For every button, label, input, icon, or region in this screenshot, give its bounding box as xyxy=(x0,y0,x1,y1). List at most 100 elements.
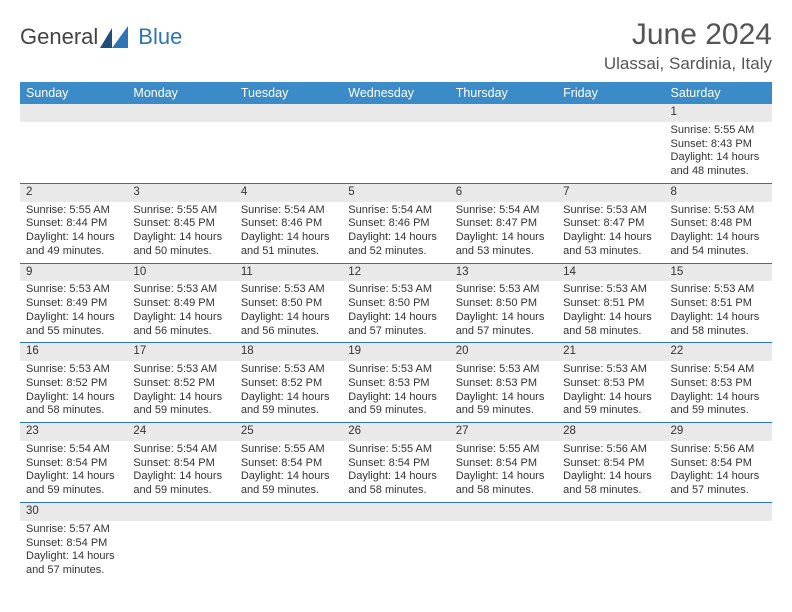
sunset-line: Sunset: 8:54 PM xyxy=(241,457,336,471)
calendar-day-cell: 16Sunrise: 5:53 AMSunset: 8:52 PMDayligh… xyxy=(20,343,127,423)
daylight-line: Daylight: 14 hours and 59 minutes. xyxy=(26,470,121,498)
calendar-day-cell: 20Sunrise: 5:53 AMSunset: 8:53 PMDayligh… xyxy=(450,343,557,423)
sunrise-line: Sunrise: 5:53 AM xyxy=(26,363,121,377)
day-details xyxy=(557,521,664,571)
calendar-day-cell: 27Sunrise: 5:55 AMSunset: 8:54 PMDayligh… xyxy=(450,423,557,503)
day-details: Sunrise: 5:54 AMSunset: 8:54 PMDaylight:… xyxy=(127,441,234,502)
sunrise-line: Sunrise: 5:53 AM xyxy=(348,363,443,377)
calendar-day-cell: 6Sunrise: 5:54 AMSunset: 8:47 PMDaylight… xyxy=(450,183,557,263)
day-number: 2 xyxy=(20,184,127,202)
day-number: 19 xyxy=(342,343,449,361)
calendar-day-cell: 7Sunrise: 5:53 AMSunset: 8:47 PMDaylight… xyxy=(557,183,664,263)
calendar-day-cell: 24Sunrise: 5:54 AMSunset: 8:54 PMDayligh… xyxy=(127,423,234,503)
calendar-table: SundayMondayTuesdayWednesdayThursdayFrid… xyxy=(20,82,772,582)
sunrise-line: Sunrise: 5:56 AM xyxy=(563,443,658,457)
day-details: Sunrise: 5:54 AMSunset: 8:53 PMDaylight:… xyxy=(665,361,772,422)
sunset-line: Sunset: 8:53 PM xyxy=(671,377,766,391)
calendar-day-cell xyxy=(235,502,342,581)
calendar-day-cell: 3Sunrise: 5:55 AMSunset: 8:45 PMDaylight… xyxy=(127,183,234,263)
calendar-day-cell: 17Sunrise: 5:53 AMSunset: 8:52 PMDayligh… xyxy=(127,343,234,423)
sunrise-line: Sunrise: 5:56 AM xyxy=(671,443,766,457)
day-details: Sunrise: 5:53 AMSunset: 8:50 PMDaylight:… xyxy=(342,281,449,342)
daylight-line: Daylight: 14 hours and 58 minutes. xyxy=(671,311,766,339)
day-details: Sunrise: 5:54 AMSunset: 8:47 PMDaylight:… xyxy=(450,202,557,263)
day-details: Sunrise: 5:53 AMSunset: 8:50 PMDaylight:… xyxy=(450,281,557,342)
daylight-line: Daylight: 14 hours and 50 minutes. xyxy=(133,231,228,259)
calendar-day-cell: 13Sunrise: 5:53 AMSunset: 8:50 PMDayligh… xyxy=(450,263,557,343)
calendar-day-cell: 29Sunrise: 5:56 AMSunset: 8:54 PMDayligh… xyxy=(665,423,772,503)
sunset-line: Sunset: 8:54 PM xyxy=(26,537,121,551)
daylight-line: Daylight: 14 hours and 58 minutes. xyxy=(456,470,551,498)
day-number: 14 xyxy=(557,264,664,282)
calendar-day-cell: 15Sunrise: 5:53 AMSunset: 8:51 PMDayligh… xyxy=(665,263,772,343)
calendar-week-row: 2Sunrise: 5:55 AMSunset: 8:44 PMDaylight… xyxy=(20,183,772,263)
calendar-day-cell xyxy=(450,104,557,183)
day-number: 4 xyxy=(235,184,342,202)
sunrise-line: Sunrise: 5:53 AM xyxy=(671,283,766,297)
sunset-line: Sunset: 8:53 PM xyxy=(563,377,658,391)
logo-mark-icon xyxy=(100,26,136,48)
day-number: 6 xyxy=(450,184,557,202)
calendar-day-cell xyxy=(342,502,449,581)
day-details: Sunrise: 5:53 AMSunset: 8:47 PMDaylight:… xyxy=(557,202,664,263)
day-number: 13 xyxy=(450,264,557,282)
sunrise-line: Sunrise: 5:55 AM xyxy=(133,204,228,218)
day-number: 23 xyxy=(20,423,127,441)
calendar-day-cell: 30Sunrise: 5:57 AMSunset: 8:54 PMDayligh… xyxy=(20,502,127,581)
calendar-day-cell: 25Sunrise: 5:55 AMSunset: 8:54 PMDayligh… xyxy=(235,423,342,503)
day-details: Sunrise: 5:55 AMSunset: 8:45 PMDaylight:… xyxy=(127,202,234,263)
daylight-line: Daylight: 14 hours and 59 minutes. xyxy=(133,470,228,498)
daylight-line: Daylight: 14 hours and 56 minutes. xyxy=(133,311,228,339)
day-number xyxy=(235,104,342,122)
day-details: Sunrise: 5:53 AMSunset: 8:51 PMDaylight:… xyxy=(665,281,772,342)
calendar-body: 1Sunrise: 5:55 AMSunset: 8:43 PMDaylight… xyxy=(20,104,772,582)
daylight-line: Daylight: 14 hours and 51 minutes. xyxy=(241,231,336,259)
daylight-line: Daylight: 14 hours and 57 minutes. xyxy=(456,311,551,339)
sunset-line: Sunset: 8:47 PM xyxy=(563,217,658,231)
day-number: 12 xyxy=(342,264,449,282)
sunset-line: Sunset: 8:53 PM xyxy=(456,377,551,391)
calendar-day-cell xyxy=(557,502,664,581)
sunrise-line: Sunrise: 5:53 AM xyxy=(348,283,443,297)
calendar-day-header: Saturday xyxy=(665,82,772,104)
day-number: 22 xyxy=(665,343,772,361)
sunrise-line: Sunrise: 5:53 AM xyxy=(563,204,658,218)
day-details: Sunrise: 5:53 AMSunset: 8:51 PMDaylight:… xyxy=(557,281,664,342)
page-header: General Blue June 2024 Ulassai, Sardinia… xyxy=(20,18,772,74)
day-details: Sunrise: 5:54 AMSunset: 8:54 PMDaylight:… xyxy=(20,441,127,502)
day-number: 24 xyxy=(127,423,234,441)
sunset-line: Sunset: 8:52 PM xyxy=(241,377,336,391)
sunset-line: Sunset: 8:51 PM xyxy=(563,297,658,311)
sunset-line: Sunset: 8:54 PM xyxy=(671,457,766,471)
daylight-line: Daylight: 14 hours and 58 minutes. xyxy=(348,470,443,498)
sunrise-line: Sunrise: 5:53 AM xyxy=(456,363,551,377)
calendar-day-header: Sunday xyxy=(20,82,127,104)
calendar-day-header: Tuesday xyxy=(235,82,342,104)
day-details: Sunrise: 5:53 AMSunset: 8:48 PMDaylight:… xyxy=(665,202,772,263)
sunset-line: Sunset: 8:54 PM xyxy=(563,457,658,471)
calendar-day-cell xyxy=(20,104,127,183)
daylight-line: Daylight: 14 hours and 59 minutes. xyxy=(133,391,228,419)
sunset-line: Sunset: 8:43 PM xyxy=(671,138,766,152)
day-number: 9 xyxy=(20,264,127,282)
day-number xyxy=(665,503,772,521)
day-number xyxy=(127,503,234,521)
day-number: 20 xyxy=(450,343,557,361)
calendar-week-row: 30Sunrise: 5:57 AMSunset: 8:54 PMDayligh… xyxy=(20,502,772,581)
logo-text-1: General xyxy=(20,24,98,50)
day-details: Sunrise: 5:55 AMSunset: 8:54 PMDaylight:… xyxy=(342,441,449,502)
day-number: 30 xyxy=(20,503,127,521)
day-details: Sunrise: 5:55 AMSunset: 8:44 PMDaylight:… xyxy=(20,202,127,263)
daylight-line: Daylight: 14 hours and 48 minutes. xyxy=(671,151,766,179)
sunrise-line: Sunrise: 5:54 AM xyxy=(133,443,228,457)
day-details: Sunrise: 5:54 AMSunset: 8:46 PMDaylight:… xyxy=(342,202,449,263)
month-title: June 2024 xyxy=(604,18,772,52)
sunset-line: Sunset: 8:54 PM xyxy=(348,457,443,471)
day-number: 15 xyxy=(665,264,772,282)
day-number: 5 xyxy=(342,184,449,202)
calendar-day-cell: 21Sunrise: 5:53 AMSunset: 8:53 PMDayligh… xyxy=(557,343,664,423)
calendar-day-cell: 2Sunrise: 5:55 AMSunset: 8:44 PMDaylight… xyxy=(20,183,127,263)
daylight-line: Daylight: 14 hours and 49 minutes. xyxy=(26,231,121,259)
day-details: Sunrise: 5:55 AMSunset: 8:43 PMDaylight:… xyxy=(665,122,772,183)
sunrise-line: Sunrise: 5:53 AM xyxy=(456,283,551,297)
